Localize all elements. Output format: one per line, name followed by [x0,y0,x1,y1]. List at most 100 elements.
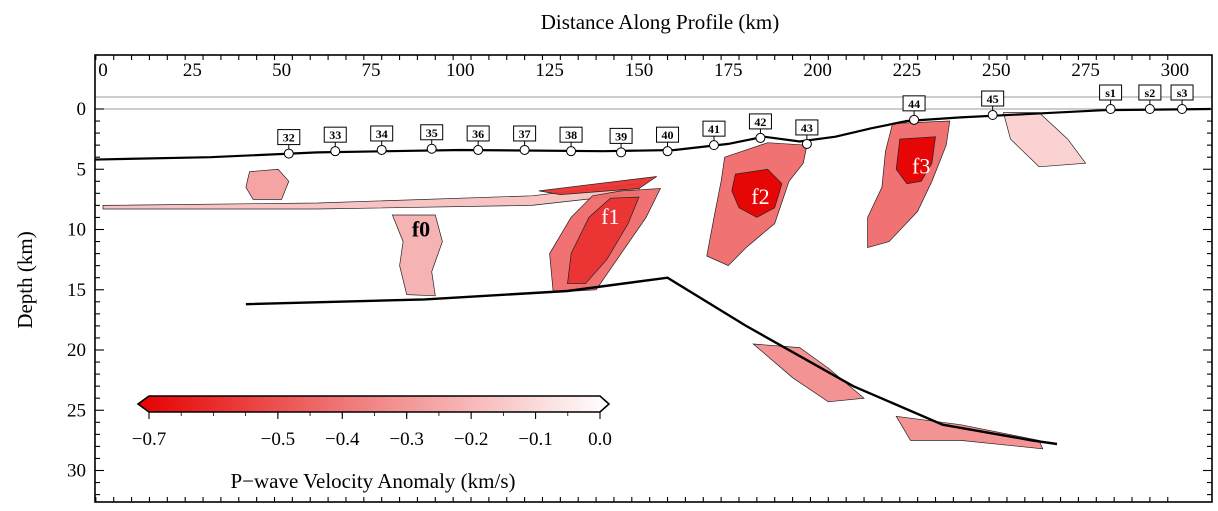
station-marker [426,143,437,154]
station-label-box [1099,84,1123,101]
slab-interface-line [245,276,1058,446]
station-39: 39 [609,127,633,158]
colorbar-ticks: −0.7 −0.5 −0.4 −0.3 −0.2 −0.1 0.0 [132,412,612,450]
colorbar-bar [136,395,611,413]
anomaly-layer [102,112,1087,450]
y-axis-ticks: 0 5 10 15 20 25 30 [67,99,1212,496]
x-tick-label: 200 [803,60,832,81]
colorbar-tick-label: −0.7 [132,429,166,450]
station-label-box [420,124,444,141]
anomaly-f0-top-blob [245,168,290,200]
plot-frame [94,54,1213,503]
station-label: 43 [801,121,813,135]
y-tick-label: 5 [77,159,87,180]
station-label: 40 [662,128,674,142]
feature-label-f0: f0 [412,216,430,241]
station-marker [283,148,294,159]
station-marker [519,144,530,155]
station-41: 41 [702,120,726,151]
station-marker [909,114,920,125]
anomaly-f3-core [895,136,936,185]
station-marker [473,144,484,155]
feature-label-f2: f2 [751,184,769,209]
station-43: 43 [795,119,819,149]
anomaly-slab-lower [895,415,1044,450]
station-s1: s1 [1099,84,1123,114]
station-label-box [795,119,819,136]
anomaly-f1-core [567,196,640,285]
station-label-box [1138,84,1162,101]
colorbar-tick-label: −0.2 [454,429,488,450]
colorbar-tick-label: −0.3 [389,429,423,450]
y-tick-label: 10 [67,220,86,241]
x-tick-label: 50 [272,60,291,81]
station-s2: s2 [1138,84,1162,114]
station-label: 39 [615,129,627,143]
station-label-box [609,127,633,144]
x-tick-label: 100 [446,60,475,81]
station-label: 36 [472,127,484,141]
station-36: 36 [466,125,490,155]
x-tick-label: 25 [183,60,202,81]
x-tick-label: 250 [982,60,1011,81]
station-label: 37 [519,127,531,141]
station-label-box [513,125,537,142]
station-label: 35 [426,126,438,140]
colorbar: −0.7 −0.5 −0.4 −0.3 −0.2 −0.1 0.0 P−wave Veloc… [132,395,612,493]
station-label: 33 [329,128,341,142]
station-marker [755,132,766,143]
colorbar-tick-label: 0.0 [588,429,612,450]
station-marker [330,146,341,157]
station-label-box [559,126,583,143]
station-37: 37 [513,125,537,155]
feature-label-f3: f3 [912,154,930,179]
anomaly-f2-core [731,168,783,218]
colorbar-tick-label: −0.1 [518,429,552,450]
station-layer: 32 33 34 35 36 37 38 39 40 41 42 43 44 45 s1 s2 s3 [277,84,1194,159]
station-marker [987,110,998,121]
station-label-box [981,90,1005,107]
colorbar-tick-label: −0.4 [325,429,360,450]
anomaly-east-upper [1002,112,1087,168]
feature-layer: f0 f1 f2 f3 [412,154,931,242]
station-label-box [656,126,680,143]
station-label-box [466,125,490,142]
station-45: 45 [981,90,1005,121]
station-38: 38 [559,126,583,157]
station-s3: s3 [1170,84,1194,114]
anomaly-slab-upper [752,343,865,403]
colorbar-tick-label: −0.5 [261,429,295,450]
station-label: s3 [1177,86,1188,100]
y-tick-label: 25 [67,400,86,421]
station-label: 32 [283,131,295,145]
station-marker [566,146,577,157]
station-label-box [902,95,926,112]
x-tick-label: 75 [361,60,380,81]
station-33: 33 [323,126,347,157]
station-label: 44 [908,97,920,111]
x-tick-label: 150 [625,60,654,81]
station-label: s1 [1105,86,1116,100]
station-label-box [702,120,726,137]
station-label-box [277,129,301,146]
y-axis-title: Depth (km) [13,231,37,328]
x-tick-label: 125 [535,60,564,81]
station-marker [662,146,673,157]
station-marker [801,138,812,149]
station-label: 41 [708,122,720,136]
station-label: 34 [376,127,388,141]
x-tick-label: 225 [893,60,922,81]
station-label-box [1170,84,1194,101]
station-marker [616,147,627,158]
station-42: 42 [748,113,772,143]
station-32: 32 [277,129,301,159]
station-label: 42 [754,115,766,129]
anomaly-shallow-layer [102,183,640,210]
station-label: 38 [565,128,577,142]
x-axis-title: Distance Along Profile (km) [541,10,780,34]
station-label-box [370,125,394,142]
station-marker [708,140,719,151]
y-tick-label: 0 [77,99,87,120]
